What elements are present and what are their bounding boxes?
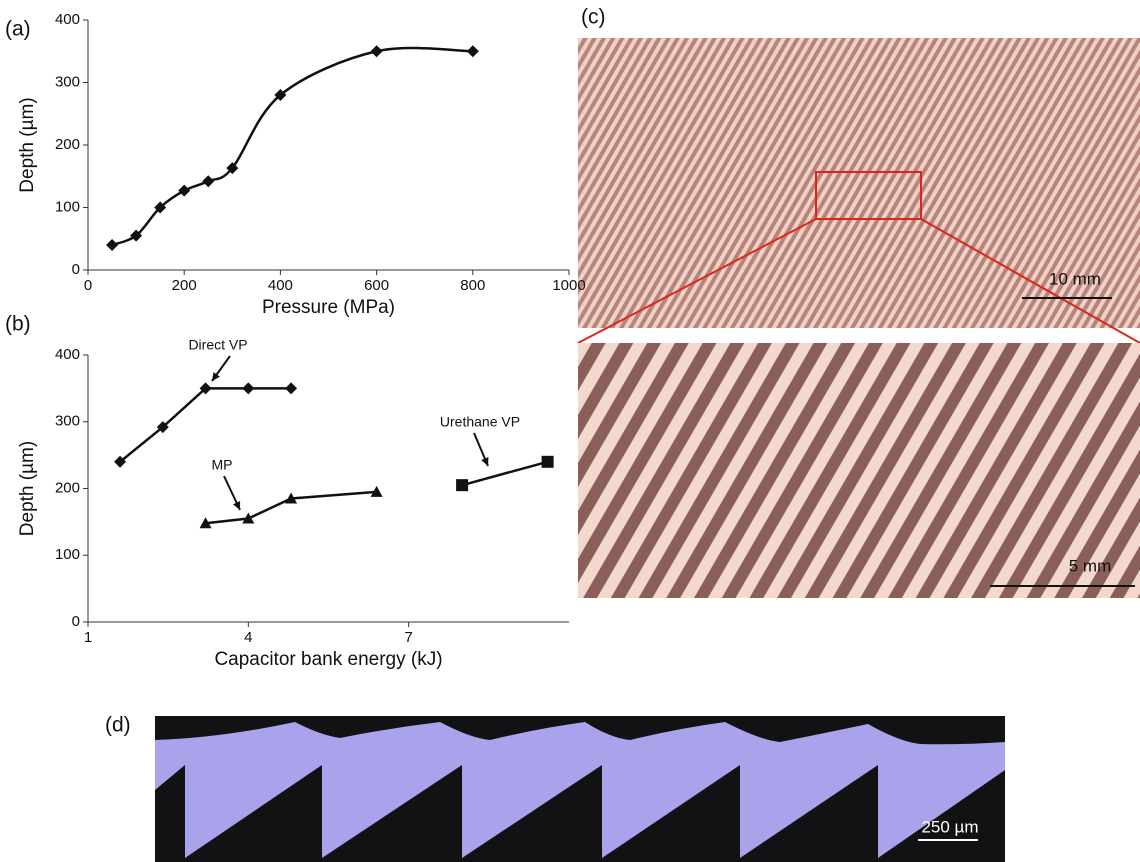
x-tick-label: 0: [84, 277, 92, 294]
marker: [456, 479, 468, 491]
x-tick-label: 1000: [552, 277, 585, 294]
y-tick-label: 300: [55, 413, 80, 430]
panel-label: (b): [5, 313, 31, 336]
marker: [371, 45, 383, 57]
x-tick-label: 200: [172, 277, 197, 294]
marker: [242, 382, 254, 394]
scale-label: 5 mm: [1069, 556, 1112, 575]
marker: [106, 239, 118, 251]
panel-label: (d): [105, 714, 131, 737]
series-label: MP: [212, 457, 233, 473]
y-tick-label: 400: [55, 11, 80, 28]
marker: [285, 382, 297, 394]
y-axis-label: Depth (µm): [17, 97, 38, 192]
x-tick-label: 7: [404, 629, 412, 646]
x-tick-label: 400: [268, 277, 293, 294]
panel-label: (a): [5, 18, 31, 41]
figure: (a) (b) (c) (d) 10 mm 5 mm 250 µm 010020…: [0, 0, 1140, 862]
y-axis-label: Depth (µm): [17, 441, 38, 536]
series-label: Direct VP: [188, 337, 247, 353]
x-tick-label: 1: [84, 629, 92, 646]
series-line: [462, 462, 548, 485]
y-tick-label: 0: [72, 261, 80, 278]
y-tick-label: 100: [55, 546, 80, 563]
scale-label: 250 µm: [921, 817, 978, 836]
y-tick-label: 100: [55, 198, 80, 215]
x-tick-label: 4: [244, 629, 252, 646]
x-tick-label: 800: [460, 277, 485, 294]
y-tick-label: 300: [55, 73, 80, 90]
arrow-head: [212, 372, 220, 381]
scale-label: 10 mm: [1049, 269, 1101, 288]
series-label: Urethane VP: [440, 414, 520, 430]
marker: [178, 185, 190, 197]
marker: [467, 45, 479, 57]
y-tick-label: 0: [72, 613, 80, 630]
panel-label: (c): [581, 6, 606, 29]
y-tick-label: 400: [55, 346, 80, 363]
series-line: [120, 388, 291, 461]
marker: [542, 456, 554, 468]
x-axis-label: Capacitor bank energy (kJ): [214, 649, 442, 670]
y-tick-label: 200: [55, 136, 80, 153]
y-tick-label: 200: [55, 479, 80, 496]
micrograph-bottom: [578, 343, 1140, 598]
marker: [202, 175, 214, 187]
x-tick-label: 600: [364, 277, 389, 294]
series-line: [112, 48, 473, 245]
x-axis-label: Pressure (MPa): [262, 297, 395, 318]
